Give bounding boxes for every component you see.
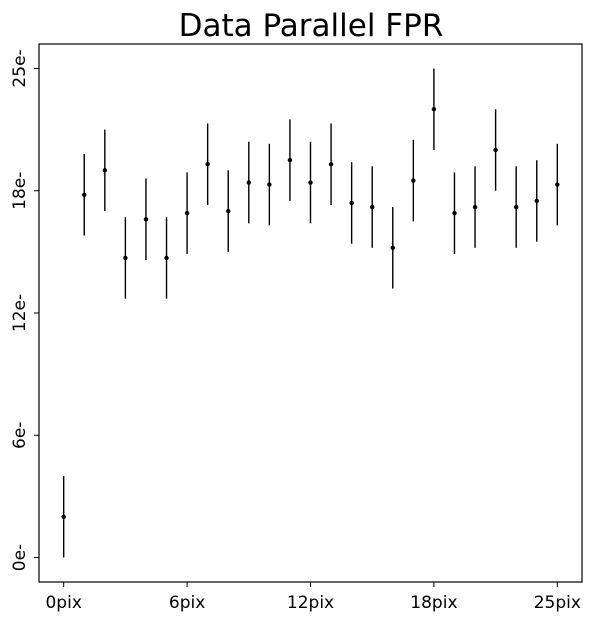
y-axis: 0e- 6e- 12e- 18e- 25e- <box>10 49 39 571</box>
data-point <box>267 182 272 187</box>
x-tick-label: 0pix <box>45 593 81 613</box>
y-tick-label: 0e- <box>10 544 30 571</box>
data-point <box>555 182 560 187</box>
y-tick-label: 6e- <box>10 422 30 449</box>
data-point <box>102 168 108 173</box>
data-point <box>308 180 313 185</box>
data-point <box>287 157 293 163</box>
y-tick-label: 25e- <box>10 49 30 87</box>
data-point <box>246 180 251 185</box>
data-point <box>452 210 457 216</box>
data-point <box>370 204 375 210</box>
data-point <box>493 147 498 153</box>
data-point <box>143 217 149 222</box>
data-point <box>328 162 334 167</box>
x-tick-label: 6pix <box>169 593 205 613</box>
data-point <box>411 178 416 183</box>
y-tick-label: 18e- <box>10 172 30 210</box>
x-axis: 0pix 6pix 12pix 18pix 25pix <box>45 582 581 613</box>
data-series <box>61 68 560 558</box>
data-point <box>123 255 128 261</box>
x-tick-label: 25pix <box>534 593 581 613</box>
y-tick-label: 12e- <box>10 294 30 332</box>
x-tick-label: 12pix <box>287 593 334 613</box>
data-point <box>226 208 231 214</box>
data-point <box>513 204 519 210</box>
data-point <box>472 204 478 210</box>
data-point <box>184 210 190 216</box>
data-point <box>61 514 66 519</box>
data-point <box>534 198 539 204</box>
x-tick-label: 18pix <box>410 593 457 613</box>
data-point <box>431 107 437 112</box>
data-point <box>205 162 210 167</box>
data-point <box>82 192 87 198</box>
data-point <box>349 200 354 206</box>
data-point <box>164 255 169 261</box>
chart-title: Data Parallel FPR <box>179 8 444 44</box>
data-point <box>390 245 395 250</box>
plot-area-frame <box>38 43 583 583</box>
